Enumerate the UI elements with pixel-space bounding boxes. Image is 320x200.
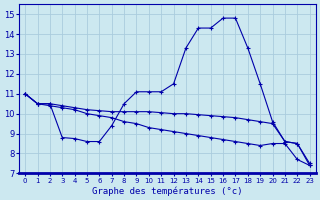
X-axis label: Graphe des températures (°c): Graphe des températures (°c) — [92, 186, 243, 196]
